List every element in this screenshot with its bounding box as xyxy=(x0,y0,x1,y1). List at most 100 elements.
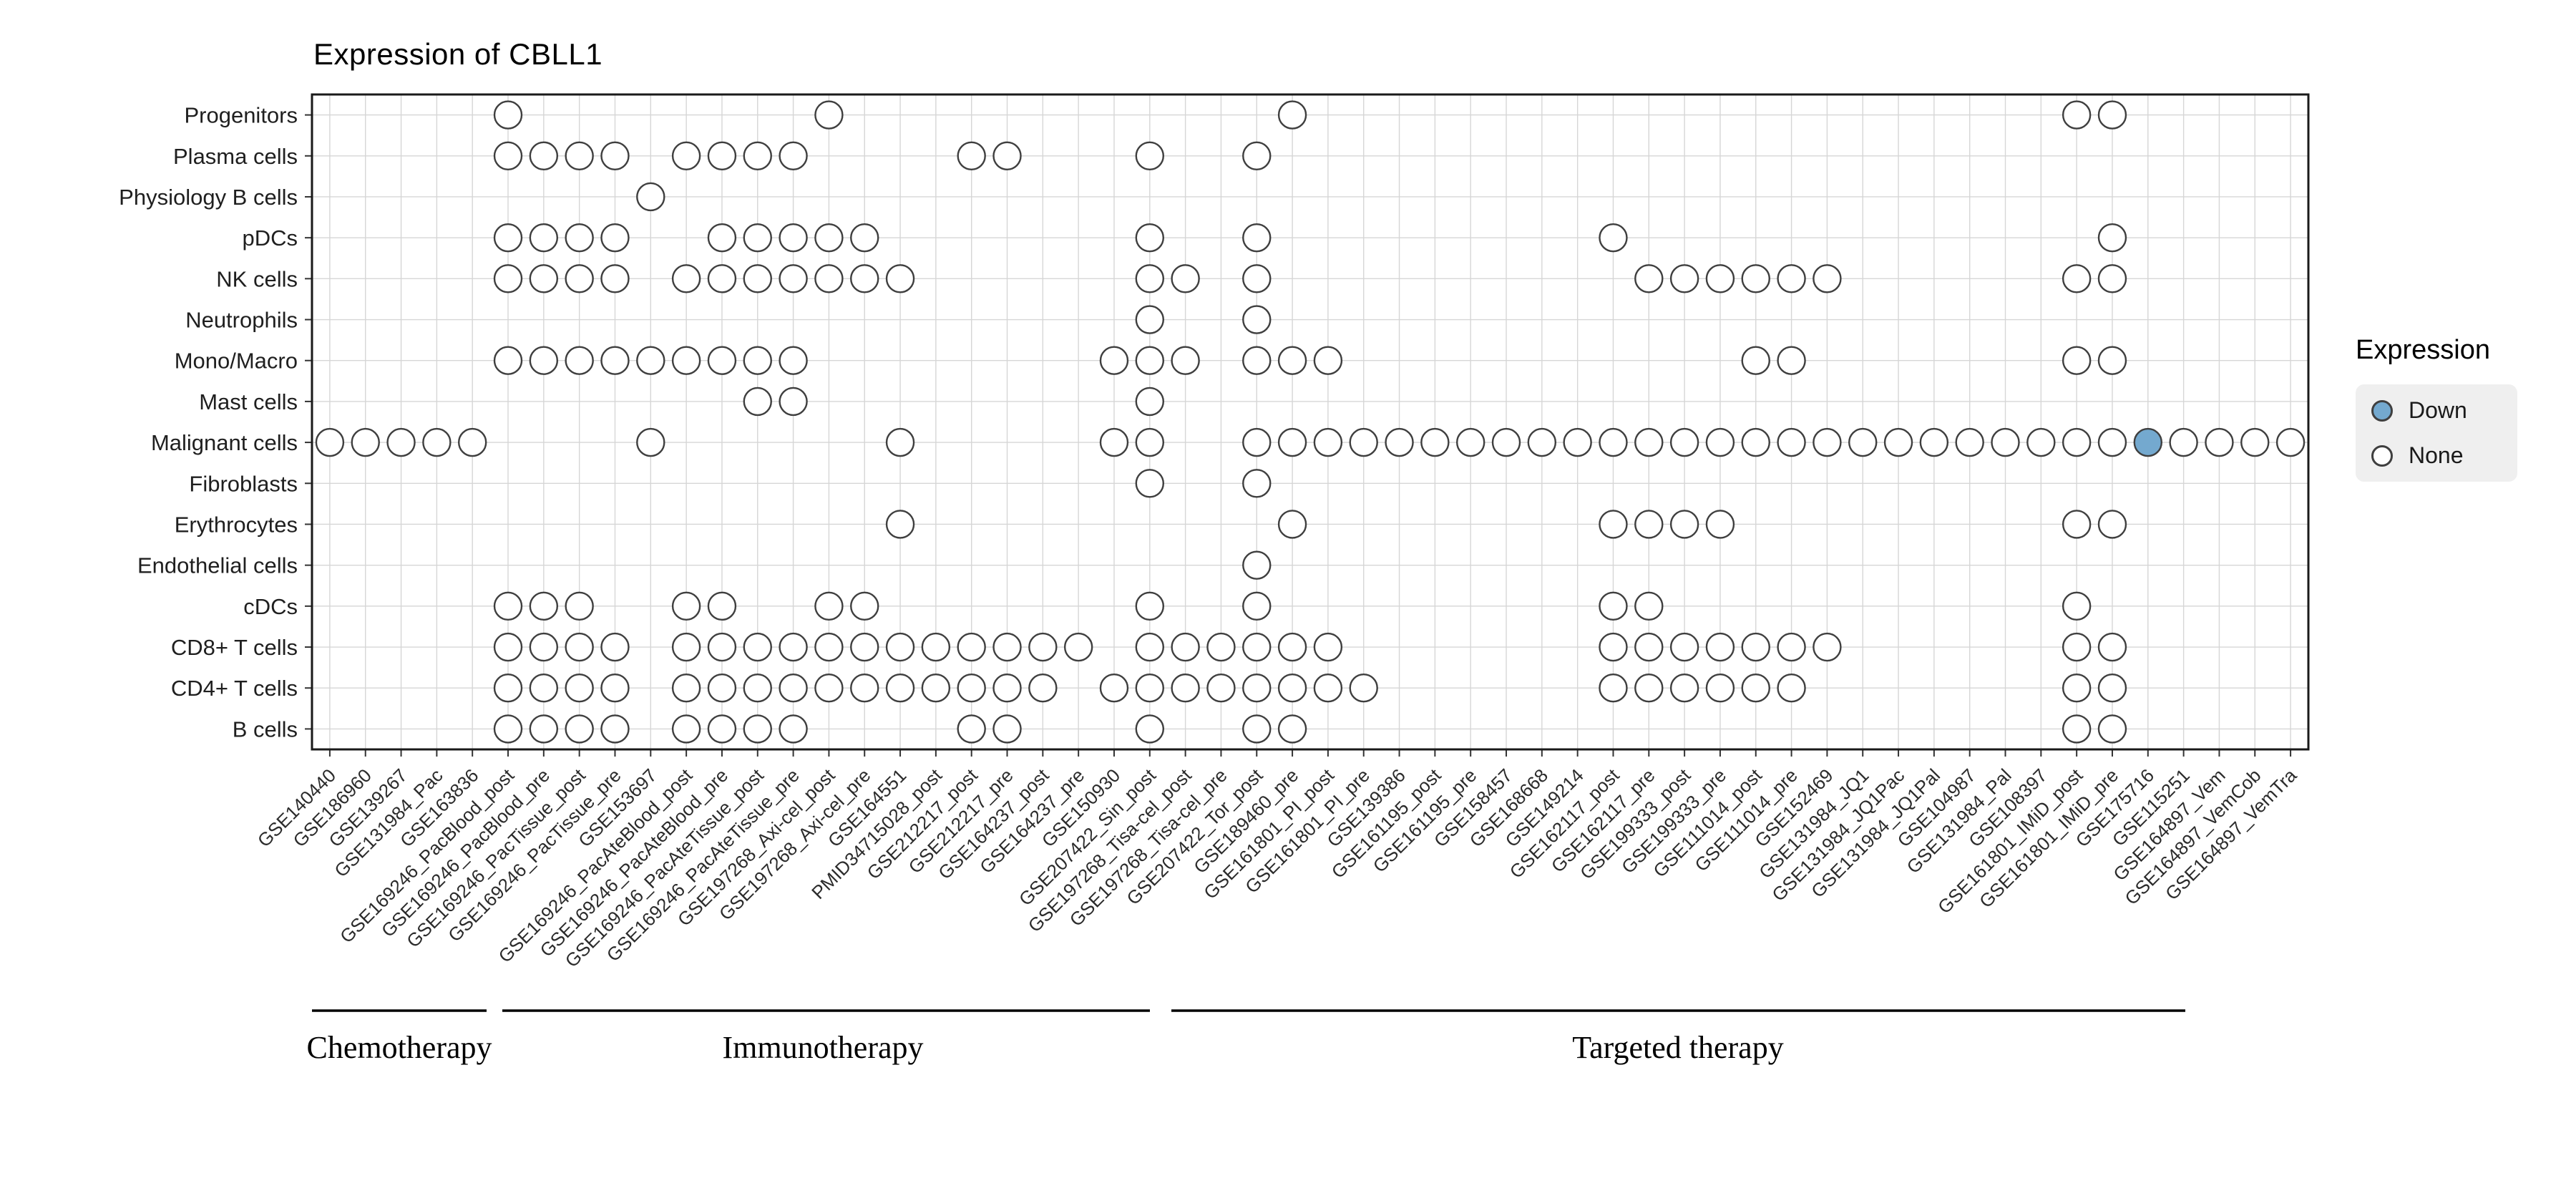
expression-dot-none xyxy=(565,346,594,375)
expression-dot-none xyxy=(1420,427,1450,457)
expression-dot-none xyxy=(1705,674,1735,703)
expression-dot-none xyxy=(957,674,986,703)
expression-dot-none xyxy=(1705,632,1735,662)
expression-dot-none xyxy=(743,223,772,253)
expression-dot-none xyxy=(1919,427,1949,457)
expression-dot-none xyxy=(1171,674,1200,703)
expression-dot-none xyxy=(565,714,594,744)
expression-dot-none xyxy=(707,714,737,744)
expression-dot-none xyxy=(565,591,594,621)
expression-dot-none xyxy=(850,223,879,253)
expression-dot-none xyxy=(1349,674,1378,703)
expression-dot-none xyxy=(743,632,772,662)
legend-swatch-none-icon xyxy=(2371,444,2393,467)
expression-dot-none xyxy=(1705,427,1735,457)
panel-border xyxy=(311,93,2310,751)
expression-dot-none xyxy=(814,223,844,253)
expression-dot-none xyxy=(814,100,844,130)
expression-dot-none xyxy=(2169,427,2198,457)
row-label: CD8+ T cells xyxy=(171,635,298,660)
expression-dot-none xyxy=(529,632,559,662)
expression-dot-none xyxy=(1277,510,1307,539)
expression-dot-none xyxy=(707,141,737,170)
expression-dot-none xyxy=(1455,427,1485,457)
expression-dot-none xyxy=(600,632,630,662)
legend: Expression Down None xyxy=(2356,335,2517,482)
expression-dot-none xyxy=(671,632,701,662)
expression-dot-none xyxy=(814,632,844,662)
expression-dot-none xyxy=(2097,714,2127,744)
expression-dot-none xyxy=(707,632,737,662)
expression-dot-none xyxy=(1777,674,1806,703)
row-label: pDCs xyxy=(242,225,298,251)
expression-dot-none xyxy=(1135,674,1165,703)
expression-dot-none xyxy=(1741,346,1770,375)
expression-dot-none xyxy=(529,591,559,621)
expression-dot-none xyxy=(1634,427,1664,457)
legend-label: Down xyxy=(2409,397,2467,423)
expression-dot-none xyxy=(2062,591,2092,621)
expression-dot-none xyxy=(1741,632,1770,662)
expression-dot-none xyxy=(1777,264,1806,293)
expression-dot-none xyxy=(1277,346,1307,375)
expression-dot-none xyxy=(957,632,986,662)
expression-dot-none xyxy=(1171,346,1200,375)
expression-dot-none xyxy=(814,591,844,621)
expression-dot-none xyxy=(1099,674,1129,703)
expression-dot-none xyxy=(2097,223,2127,253)
expression-dot-none xyxy=(671,714,701,744)
expression-dot-none xyxy=(493,141,523,170)
expression-dot-none xyxy=(1527,427,1557,457)
expression-dot-none xyxy=(1634,674,1664,703)
expression-dot-none xyxy=(1599,223,1628,253)
expression-dot-none xyxy=(2097,632,2127,662)
expression-dot-none xyxy=(493,674,523,703)
expression-dot-none xyxy=(1669,427,1699,457)
expression-dot-none xyxy=(493,632,523,662)
expression-dot-none xyxy=(707,591,737,621)
row-label: NK cells xyxy=(216,266,298,291)
expression-dot-none xyxy=(957,141,986,170)
expression-dot-none xyxy=(743,674,772,703)
expression-dot-none xyxy=(600,346,630,375)
expression-dot-none xyxy=(1135,427,1165,457)
legend-swatch-down-icon xyxy=(2371,399,2393,422)
expression-dot-none xyxy=(779,346,808,375)
expression-dot-none xyxy=(1135,714,1165,744)
expression-dot-none xyxy=(779,714,808,744)
expression-dot-none xyxy=(1777,427,1806,457)
expression-dot-none xyxy=(1669,632,1699,662)
therapy-group-label: Targeted therapy xyxy=(1572,1030,1783,1065)
expression-dot-none xyxy=(1777,632,1806,662)
expression-dot-none xyxy=(2097,100,2127,130)
expression-dot-none xyxy=(1135,223,1165,253)
expression-dot-none xyxy=(1669,674,1699,703)
expression-dot-none xyxy=(457,427,487,457)
expression-dot-none xyxy=(850,264,879,293)
therapy-groups: Chemotherapy Immunotherapy Targeted therap… xyxy=(306,1009,2185,1065)
legend-item-down: Down xyxy=(2371,397,2517,424)
expression-dot-none xyxy=(1242,591,1272,621)
expression-dot-none xyxy=(1634,591,1664,621)
expression-dot-none xyxy=(779,141,808,170)
row-label: Erythrocytes xyxy=(175,512,298,537)
expression-dot-none xyxy=(743,141,772,170)
expression-dot-none xyxy=(600,223,630,253)
expression-dot-none xyxy=(1599,510,1628,539)
expression-dot-none xyxy=(1135,591,1165,621)
expression-dot-none xyxy=(1242,223,1272,253)
expression-dot-none xyxy=(386,427,416,457)
expression-dot-none xyxy=(779,632,808,662)
expression-dot-none xyxy=(1599,591,1628,621)
expression-dot-none xyxy=(493,100,523,130)
expression-dot-none xyxy=(743,387,772,417)
expression-dot-none xyxy=(1063,632,1093,662)
therapy-group-label: Immunotherapy xyxy=(722,1030,923,1065)
expression-dot-none xyxy=(2097,427,2127,457)
expression-dot-none xyxy=(600,714,630,744)
expression-dot-none xyxy=(351,427,380,457)
legend-title: Expression xyxy=(2356,335,2490,365)
expression-dot-none xyxy=(1135,264,1165,293)
expression-dot-none xyxy=(1277,674,1307,703)
expression-dot-none xyxy=(2097,674,2127,703)
